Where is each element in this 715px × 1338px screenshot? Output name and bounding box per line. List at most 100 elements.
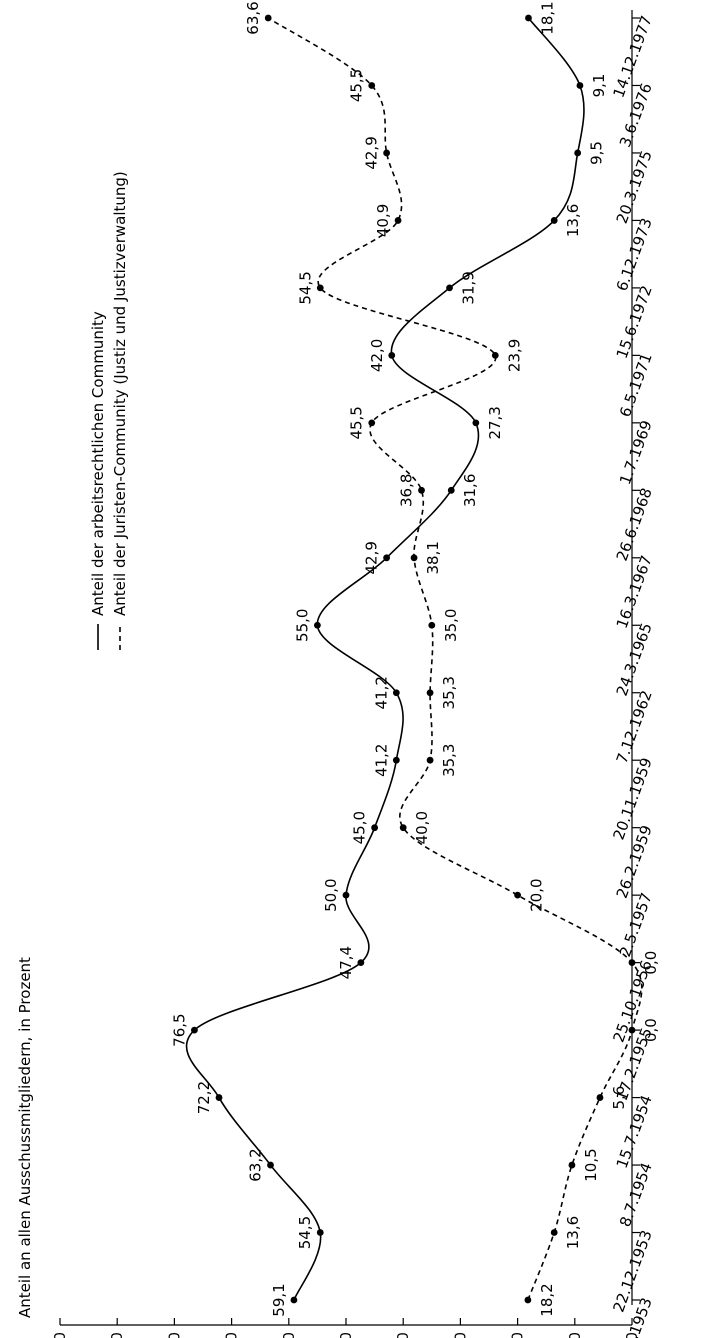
- value-label-juristen: 42,9: [363, 136, 381, 169]
- data-point-arbeitsrecht: [576, 82, 584, 89]
- value-label-arbeitsrecht: 31,9: [460, 271, 478, 304]
- data-point-arbeitsrecht: [525, 14, 532, 22]
- category-tick-label: 6.5.1971: [616, 351, 656, 420]
- data-point-juristen: [383, 149, 391, 157]
- category-tick-label: 2.5.1957: [616, 890, 656, 959]
- data-point-arbeitsrecht: [215, 1094, 223, 1101]
- value-label-juristen: 36,8: [398, 474, 416, 507]
- value-label-juristen: 54,5: [296, 271, 314, 304]
- value-label-arbeitsrecht: 41,2: [372, 744, 390, 777]
- value-label-arbeitsrecht: 45,0: [351, 811, 369, 844]
- data-point-juristen: [410, 554, 418, 562]
- data-point-juristen: [568, 1161, 576, 1169]
- value-label-juristen: 63,6: [244, 1, 262, 34]
- value-tick-label: 10: [566, 1332, 584, 1338]
- category-tick-label: 20.3.1975: [613, 148, 656, 226]
- data-point-juristen: [316, 284, 324, 292]
- series-line-juristen: [267, 17, 643, 1301]
- data-point-arbeitsrecht: [316, 1229, 324, 1236]
- value-label-juristen: 35,3: [440, 676, 458, 709]
- value-label-arbeitsrecht: 18,1: [538, 1, 556, 34]
- data-point-juristen: [628, 959, 636, 967]
- value-label-juristen: 38,1: [424, 541, 442, 574]
- data-point-juristen: [418, 486, 425, 494]
- value-tick-label: 80: [165, 1332, 183, 1338]
- value-label-juristen: 40,0: [413, 811, 431, 844]
- value-label-arbeitsrecht: 76,5: [170, 1013, 188, 1046]
- value-tick-label: 20: [509, 1332, 527, 1338]
- value-tick-label: 40: [394, 1332, 412, 1338]
- data-point-arbeitsrecht: [267, 1161, 274, 1169]
- value-label-juristen: 45,5: [348, 406, 366, 439]
- value-label-arbeitsrecht: 55,0: [293, 609, 311, 642]
- data-point-arbeitsrecht: [392, 756, 400, 764]
- data-point-arbeitsrecht: [388, 351, 396, 359]
- value-label-juristen: 5,6: [610, 1086, 628, 1110]
- data-point-juristen: [264, 14, 272, 22]
- category-tick-label: 26.6.1968: [613, 486, 656, 564]
- value-label-juristen: 18,2: [538, 1283, 556, 1316]
- data-point-arbeitsrecht: [342, 891, 350, 899]
- data-point-arbeitsrecht: [290, 1296, 298, 1304]
- value-tick-label: 90: [108, 1332, 126, 1338]
- value-label-arbeitsrecht: 13,6: [564, 204, 582, 237]
- data-point-juristen: [596, 1094, 604, 1101]
- value-tick-label: 60: [280, 1332, 298, 1338]
- value-label-juristen: 35,0: [442, 609, 460, 642]
- value-label-arbeitsrecht: 42,0: [368, 339, 386, 372]
- data-point-juristen: [426, 756, 434, 764]
- value-label-arbeitsrecht: 42,9: [363, 541, 381, 574]
- value-tick-label: 100: [51, 1332, 69, 1338]
- category-tick-label: 1.7.1969: [616, 418, 656, 487]
- data-point-arbeitsrecht: [574, 149, 582, 157]
- value-label-juristen: 45,5: [348, 69, 366, 102]
- data-point-juristen: [428, 621, 436, 629]
- category-tick-label: 24.3.1965: [613, 620, 656, 698]
- legend-label-arbeitsrecht: Anteil der arbeitsrechtlichen Community: [89, 311, 107, 616]
- value-label-arbeitsrecht: 72,2: [195, 1081, 213, 1114]
- value-label-arbeitsrecht: 47,4: [337, 946, 355, 979]
- category-tick-label: 6.12.1973: [613, 216, 656, 294]
- value-label-juristen: 40,9: [374, 204, 392, 237]
- value-label-arbeitsrecht: 54,5: [296, 1216, 314, 1249]
- value-label-juristen: 23,9: [505, 339, 523, 372]
- data-point-arbeitsrecht: [314, 621, 321, 629]
- value-label-arbeitsrecht: 59,1: [270, 1283, 288, 1316]
- value-tick-label: 0: [623, 1332, 641, 1338]
- data-point-arbeitsrecht: [446, 284, 453, 292]
- value-label-arbeitsrecht: 9,5: [588, 141, 606, 165]
- data-point-arbeitsrecht: [371, 824, 378, 832]
- category-tick-label: 8.7.1954: [616, 1160, 656, 1229]
- data-point-arbeitsrecht: [472, 419, 480, 427]
- value-label-arbeitsrecht: 63,2: [246, 1148, 264, 1181]
- data-point-juristen: [628, 1026, 636, 1034]
- data-point-arbeitsrecht: [550, 217, 558, 224]
- value-label-juristen: 20,0: [528, 878, 546, 911]
- data-point-arbeitsrecht: [191, 1026, 198, 1034]
- data-point-juristen: [514, 891, 521, 899]
- value-label-arbeitsrecht: 31,6: [461, 474, 479, 507]
- data-point-juristen: [491, 351, 499, 359]
- value-label-arbeitsrecht: 27,3: [486, 406, 504, 439]
- value-tick-label: 70: [223, 1332, 241, 1338]
- value-label-arbeitsrecht: 41,2: [372, 676, 390, 709]
- category-tick-label: 7.12.1962: [613, 688, 656, 766]
- data-point-juristen: [399, 824, 407, 832]
- value-label-juristen: 35,3: [440, 744, 458, 777]
- value-tick-label: 50: [337, 1332, 355, 1338]
- chart-plot-group: 01020304050607080901003.12.195322.12.195…: [16, 1, 660, 1338]
- data-point-juristen: [426, 689, 434, 697]
- data-point-arbeitsrecht: [383, 554, 391, 562]
- data-point-juristen: [524, 1296, 532, 1304]
- data-point-arbeitsrecht: [447, 486, 455, 494]
- chart-title: Anteil an allen Ausschussmitgliedern, in…: [16, 957, 34, 1318]
- data-point-juristen: [368, 419, 376, 427]
- data-point-juristen: [550, 1229, 558, 1236]
- value-label-arbeitsrecht: 50,0: [322, 878, 340, 911]
- category-tick-label: 16.3.1967: [613, 553, 656, 631]
- data-point-arbeitsrecht: [392, 689, 400, 697]
- data-point-juristen: [368, 82, 376, 89]
- category-tick-label: 15.6.1972: [613, 283, 656, 361]
